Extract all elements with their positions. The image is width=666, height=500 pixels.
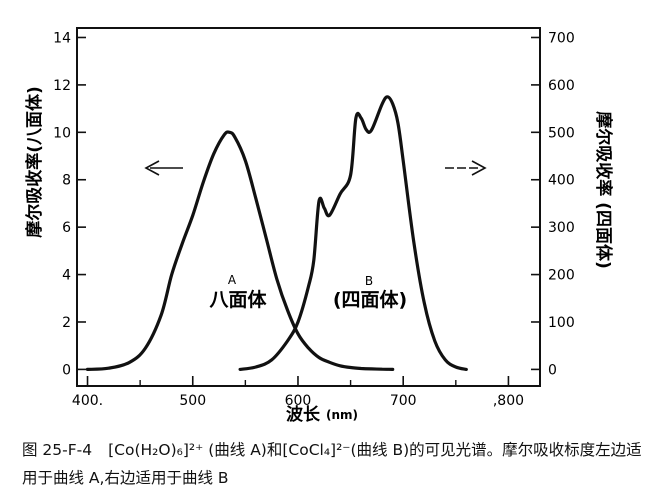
series-b-label: (四面体) — [333, 288, 407, 311]
series-b-curve — [238, 95, 468, 371]
left-y-tick-label: 6 — [62, 220, 71, 236]
x-tick-label: 700 — [390, 393, 417, 409]
left-y-tick-label: 2 — [62, 315, 71, 331]
x-tick-label: 600 — [285, 393, 312, 409]
left-y-tick-label: 8 — [62, 173, 71, 189]
right-y-tick-label: 700 — [548, 30, 575, 46]
x-tick-label: 500 — [179, 393, 206, 409]
x-axis-unit: (nm) — [326, 408, 358, 422]
series-b-name: B — [365, 274, 373, 288]
right-axis-arrow-icon — [445, 160, 487, 176]
x-tick-label: 400. — [72, 393, 103, 409]
x-axis-label: 波长 — [286, 404, 321, 425]
left-y-tick-label: 14 — [53, 30, 71, 46]
left-axis-arrow-icon — [144, 160, 183, 176]
figure-caption-label: 图 25-F-4 — [22, 441, 93, 459]
figure-caption-text: [Co(H₂O)₆]²⁺ (曲线 A)和[CoCl₄]²⁻(曲线 B)的可见光谱… — [22, 441, 642, 487]
left-y-tick-label: 0 — [62, 362, 71, 378]
series-a-curve — [85, 130, 395, 371]
x-tick-label: ,800 — [493, 393, 524, 409]
spectrum-chart: 摩尔吸收率(八面体) 摩尔吸收率 (四面体) 波长 (nm) 400. 500 60… — [24, 27, 614, 425]
right-y-tick-label: 300 — [548, 220, 575, 236]
right-y-tick-label: 500 — [548, 125, 575, 141]
plot-frame — [76, 27, 541, 387]
series-a-label: 八面体 — [209, 288, 267, 311]
right-y-tick-label: 100 — [548, 315, 575, 331]
figure-caption: 图 25-F-4 [Co(H₂O)₆]²⁺ (曲线 A)和[CoCl₄]²⁻(曲线… — [22, 436, 652, 492]
left-y-axis-label: 摩尔吸收率(八面体) — [24, 86, 45, 238]
right-y-tick-label: 400 — [548, 173, 575, 189]
right-y-tick-label: 200 — [548, 268, 575, 284]
right-y-axis-label: 摩尔吸收率 (四面体) — [593, 111, 614, 268]
right-y-tick-label: 600 — [548, 78, 575, 94]
left-y-tick-label: 4 — [62, 268, 71, 284]
series-a-name: A — [228, 273, 237, 287]
left-y-tick-label: 12 — [53, 78, 71, 94]
right-y-tick-label: 0 — [548, 362, 557, 378]
left-y-tick-label: 10 — [53, 125, 71, 141]
